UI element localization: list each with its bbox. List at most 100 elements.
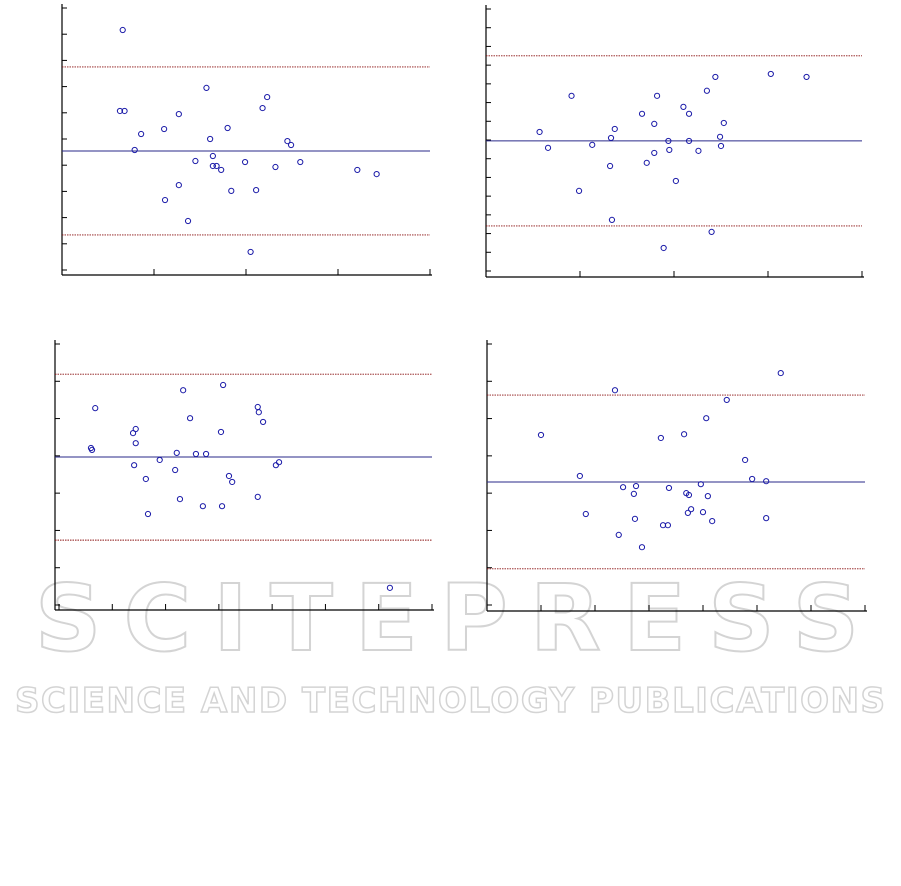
point — [672, 177, 679, 185]
point — [217, 428, 225, 436]
point — [287, 141, 295, 149]
point — [254, 403, 261, 411]
point — [665, 137, 672, 145]
point — [684, 509, 691, 517]
point — [203, 84, 210, 92]
point — [631, 515, 639, 522]
point — [218, 503, 226, 510]
point — [708, 228, 715, 235]
point — [680, 103, 687, 110]
point — [386, 584, 394, 591]
point — [176, 496, 184, 503]
point — [695, 147, 702, 154]
point — [284, 137, 291, 145]
point — [653, 92, 661, 99]
point — [703, 87, 711, 94]
point — [180, 387, 187, 394]
point — [685, 137, 693, 145]
point — [720, 119, 727, 127]
point — [173, 449, 180, 456]
point — [132, 440, 139, 447]
point — [192, 450, 200, 458]
point — [184, 217, 192, 225]
point — [229, 478, 236, 486]
point — [264, 93, 271, 101]
point — [354, 166, 361, 174]
point — [615, 531, 622, 539]
point — [630, 490, 637, 497]
point — [709, 518, 716, 525]
point — [92, 405, 99, 412]
point — [651, 149, 658, 157]
point — [723, 396, 730, 404]
point — [156, 456, 163, 464]
point — [619, 484, 627, 491]
point — [651, 120, 658, 128]
point — [749, 475, 756, 483]
point — [373, 171, 380, 178]
point — [175, 111, 182, 118]
point — [175, 182, 182, 189]
point — [606, 162, 614, 170]
point — [259, 418, 267, 426]
point — [131, 462, 138, 469]
point — [186, 415, 194, 422]
point — [209, 162, 216, 170]
point — [536, 128, 543, 136]
point — [717, 142, 725, 150]
point — [218, 166, 225, 174]
point — [253, 186, 260, 194]
point — [225, 472, 233, 480]
point — [207, 135, 214, 143]
point — [272, 462, 279, 469]
point — [161, 196, 169, 204]
point — [568, 92, 575, 99]
point — [704, 493, 711, 500]
point — [665, 484, 673, 492]
point — [688, 506, 695, 513]
point — [699, 509, 707, 516]
point — [703, 415, 710, 422]
point — [272, 163, 279, 171]
point — [657, 434, 664, 442]
point — [767, 70, 774, 78]
point — [144, 510, 152, 518]
point — [241, 158, 249, 166]
point — [716, 133, 724, 140]
point — [643, 159, 650, 166]
watermark-subtitle: SCIENCE AND TECHNOLOGY PUBLICATIONS — [15, 681, 885, 721]
point — [172, 466, 179, 474]
point — [247, 248, 254, 256]
point — [213, 162, 220, 170]
point — [685, 110, 693, 117]
point — [220, 381, 227, 389]
point — [742, 456, 749, 464]
point — [121, 107, 128, 115]
point — [712, 73, 719, 81]
point — [254, 493, 261, 500]
point — [763, 478, 770, 485]
point — [664, 522, 672, 529]
point — [131, 146, 138, 154]
point — [161, 125, 168, 133]
point — [88, 446, 96, 453]
point — [297, 158, 304, 166]
point — [611, 125, 618, 133]
point — [224, 124, 231, 132]
point — [608, 216, 616, 224]
point — [589, 141, 596, 148]
point — [611, 387, 619, 394]
point — [192, 157, 199, 165]
point — [142, 475, 149, 483]
point — [544, 144, 552, 151]
point — [202, 450, 210, 458]
point — [199, 503, 206, 510]
point — [209, 152, 216, 160]
watermark-title: SCITEPRESS — [35, 565, 865, 672]
point — [681, 431, 688, 438]
point — [259, 104, 266, 112]
point — [685, 491, 693, 499]
point — [666, 146, 673, 154]
